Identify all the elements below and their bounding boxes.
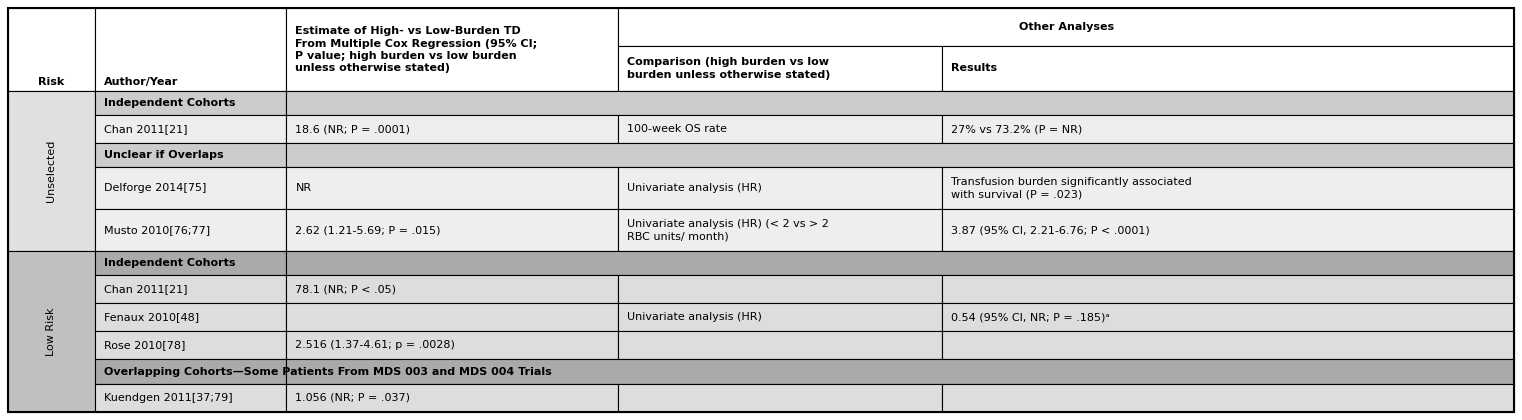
Bar [942,167,1514,209]
Text: Transfusion burden significantly associated
with survival (P = .023): Transfusion burden significantly associa… [951,177,1192,199]
Bar [618,383,942,412]
Text: Delforge 2014[75]: Delforge 2014[75] [103,183,207,193]
Bar [286,383,618,412]
Bar [618,331,942,360]
Bar [94,331,286,360]
Bar [286,209,618,251]
Bar [618,46,942,91]
Bar [286,115,618,143]
Bar [286,167,618,209]
Text: NR: NR [295,183,312,193]
Bar [8,251,94,412]
Bar [942,276,1514,304]
Bar [618,304,942,331]
Bar [286,8,618,91]
Bar [618,8,1514,46]
Bar [8,8,94,91]
Text: Kuendgen 2011[37;79]: Kuendgen 2011[37;79] [103,393,233,403]
Bar [942,331,1514,360]
Bar [286,304,618,331]
Bar [942,115,1514,143]
Text: 18.6 (NR; P = .0001): 18.6 (NR; P = .0001) [295,124,411,134]
Text: Univariate analysis (HR): Univariate analysis (HR) [627,312,763,323]
Text: 27% vs 73.2% (P = NR): 27% vs 73.2% (P = NR) [951,124,1082,134]
Text: Fenaux 2010[48]: Fenaux 2010[48] [103,312,199,323]
Text: Unclear if Overlaps: Unclear if Overlaps [103,150,224,160]
Text: Musto 2010[76;77]: Musto 2010[76;77] [103,225,210,235]
Text: Results: Results [951,63,997,73]
Bar [94,304,286,331]
Bar [286,91,1514,115]
Text: Overlapping Cohorts—Some Patients From MDS 003 and MDS 004 Trials: Overlapping Cohorts—Some Patients From M… [103,367,552,377]
Text: 0.54 (95% CI, NR; P = .185)ᵃ: 0.54 (95% CI, NR; P = .185)ᵃ [951,312,1110,323]
Text: Risk: Risk [38,77,64,87]
Text: Comparison (high burden vs low
burden unless otherwise stated): Comparison (high burden vs low burden un… [627,57,831,79]
Bar [94,8,286,91]
Text: Independent Cohorts: Independent Cohorts [103,98,236,108]
Text: Author/Year: Author/Year [103,77,178,87]
Bar [94,115,286,143]
Text: 1.056 (NR; P = .037): 1.056 (NR; P = .037) [295,393,411,403]
Bar [286,360,1514,383]
Bar [94,276,286,304]
Bar [618,167,942,209]
Bar [286,143,1514,167]
Text: Estimate of High- vs Low-Burden TD
From Multiple Cox Regression (95% CI;
P value: Estimate of High- vs Low-Burden TD From … [295,26,537,74]
Text: Univariate analysis (HR): Univariate analysis (HR) [627,183,763,193]
Bar [286,276,618,304]
Text: Unselected: Unselected [46,140,56,202]
Text: Independent Cohorts: Independent Cohorts [103,258,236,268]
Text: Low Risk: Low Risk [46,307,56,356]
Bar [618,115,942,143]
Text: 100-week OS rate: 100-week OS rate [627,124,728,134]
Text: Univariate analysis (HR) (< 2 vs > 2
RBC units/ month): Univariate analysis (HR) (< 2 vs > 2 RBC… [627,219,829,241]
Text: 78.1 (NR; P < .05): 78.1 (NR; P < .05) [295,284,396,294]
Text: Rose 2010[78]: Rose 2010[78] [103,341,186,350]
Bar [942,46,1514,91]
Bar [286,331,618,360]
Text: Chan 2011[21]: Chan 2011[21] [103,284,187,294]
Bar [942,383,1514,412]
Bar [8,91,94,251]
Bar [94,143,286,167]
Text: 2.62 (1.21-5.69; P = .015): 2.62 (1.21-5.69; P = .015) [295,225,441,235]
Text: Other Analyses: Other Analyses [1018,22,1114,32]
Bar [94,91,286,115]
Bar [286,251,1514,276]
Bar [94,383,286,412]
Bar [94,360,286,383]
Bar [94,209,286,251]
Bar [94,167,286,209]
Bar [618,209,942,251]
Bar [94,251,286,276]
Bar [618,276,942,304]
Bar [942,304,1514,331]
Bar [942,209,1514,251]
Text: Chan 2011[21]: Chan 2011[21] [103,124,187,134]
Text: 3.87 (95% CI, 2.21-6.76; P < .0001): 3.87 (95% CI, 2.21-6.76; P < .0001) [951,225,1149,235]
Text: 2.516 (1.37-4.61; p = .0028): 2.516 (1.37-4.61; p = .0028) [295,341,455,350]
